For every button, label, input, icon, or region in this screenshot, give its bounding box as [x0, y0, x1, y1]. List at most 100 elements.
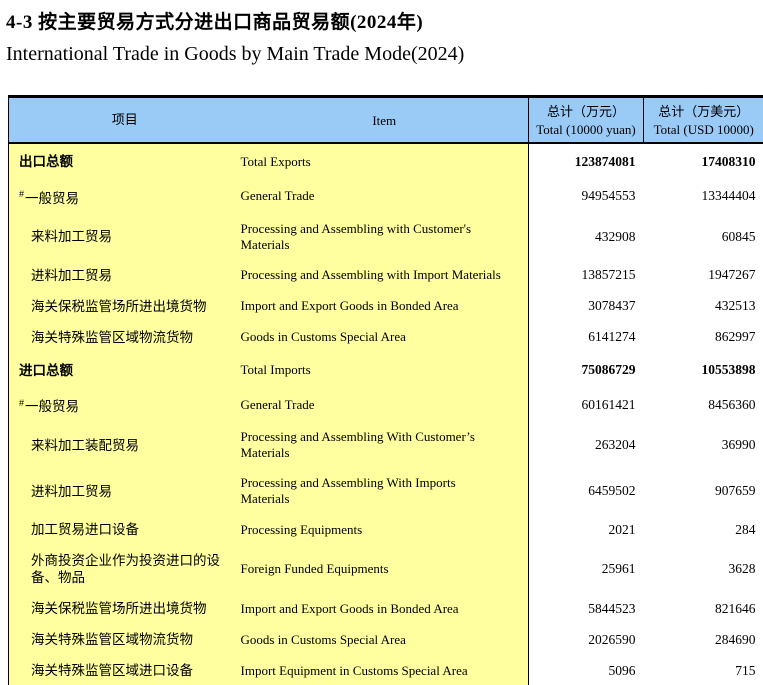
- item-zh-cell: 进料加工贸易: [8, 468, 241, 514]
- item-en-cell: General Trade: [240, 179, 529, 214]
- item-en-label: General Trade: [240, 396, 315, 412]
- table-row: 海关特殊监管区域物流货物 Goods in Customs Special Are…: [8, 321, 763, 353]
- value-usd-cell: 8456360: [643, 387, 763, 422]
- item-en-cell: Processing and Assembling with Customer'…: [240, 213, 529, 260]
- value-yuan-cell: 60161421: [528, 387, 644, 422]
- item-en-label: Import Equipment in Customs Special Area: [240, 662, 468, 678]
- table-row: #一般贸易 General Trade 60161421 8456360: [8, 387, 763, 422]
- value-usd-cell: 432513: [643, 290, 763, 322]
- item-zh-label: 进料加工贸易: [31, 267, 112, 283]
- item-zh-cell: 海关特殊监管区域物流货物: [8, 624, 241, 655]
- item-zh-label: 海关特殊监管区域进口设备: [31, 663, 193, 678]
- item-en-label: Foreign Funded Equipments: [240, 561, 389, 576]
- item-zh-cell: 进料加工贸易: [8, 259, 241, 291]
- col-header-total-usd-zh: 总计（万美元）: [658, 103, 750, 119]
- trade-table: 项目 Item 总计（万元） Total (10000 yuan) 总计（万美元…: [8, 95, 763, 685]
- item-en-cell: Import and Export Goods in Bonded Area: [240, 290, 529, 322]
- value-yuan-cell: 94954553: [528, 179, 644, 214]
- item-en-label: Processing and Assembling with Customer'…: [240, 220, 472, 252]
- value-yuan-cell: 5096: [528, 655, 644, 685]
- item-zh-cell: 外商投资企业作为投资进口的设备、物品: [8, 545, 241, 593]
- item-en-label: Total Imports: [240, 362, 311, 377]
- value-usd-cell: 60845: [643, 213, 763, 260]
- item-zh-cell: 海关保税监管场所进出境货物: [8, 593, 241, 624]
- item-en-label: Processing and Assembling With Customer’…: [240, 429, 475, 460]
- value-yuan-cell: 13857215: [528, 259, 644, 291]
- item-zh-cell: 海关保税监管场所进出境货物: [8, 290, 241, 322]
- page-title-zh: 4-3 按主要贸易方式分进出口商品贸易额(2024年): [6, 12, 424, 33]
- item-zh-cell: 来料加工装配贸易: [8, 422, 241, 468]
- item-en-label: Import and Export Goods in Bonded Area: [240, 600, 459, 616]
- value-yuan-cell: 6459502: [528, 468, 644, 514]
- col-header-total-yuan: 总计（万元） Total (10000 yuan): [528, 96, 644, 144]
- item-en-label: General Trade: [240, 188, 315, 204]
- table-body: 出口总额 Total Exports 123874081 17408310 #一般贸易 G…: [8, 143, 763, 685]
- value-yuan-cell: 432908: [528, 213, 644, 260]
- item-zh-label: 海关特殊监管区域物流货物: [31, 632, 193, 647]
- table-row: 外商投资企业作为投资进口的设备、物品 Foreign Funded Equipme…: [8, 545, 763, 593]
- table-row: 海关特殊监管区域进口设备 Import Equipment in Customs …: [8, 655, 763, 685]
- value-yuan-cell: 123874081: [528, 143, 644, 179]
- item-en-cell: Processing and Assembling With Imports M…: [240, 468, 529, 514]
- col-header-item-zh-label: 项目: [111, 112, 138, 127]
- value-yuan-cell: 75086729: [528, 352, 644, 388]
- value-usd-cell: 907659: [643, 468, 763, 514]
- item-zh-label: 海关特殊监管区域物流货物: [31, 329, 193, 345]
- value-usd-cell: 284690: [643, 624, 763, 655]
- item-zh-label: 一般贸易: [25, 399, 80, 414]
- item-zh-label: 来料加工贸易: [31, 229, 112, 244]
- item-en-cell: Processing Equipments: [240, 514, 529, 545]
- item-zh-label: 出口总额: [19, 154, 73, 169]
- value-usd-cell: 17408310: [643, 143, 763, 179]
- value-usd-cell: 821646: [643, 593, 763, 624]
- item-en-cell: Import Equipment in Customs Special Area: [240, 655, 529, 685]
- item-zh-cell: #一般贸易: [8, 179, 241, 214]
- table-row: 进料加工贸易 Processing and Assembling With Imp…: [8, 468, 763, 514]
- value-yuan-cell: 25961: [528, 545, 644, 593]
- item-en-label: Processing and Assembling with Import Ma…: [240, 267, 501, 282]
- table-row: 进料加工贸易 Processing and Assembling with Imp…: [8, 259, 763, 291]
- value-usd-cell: 715: [643, 655, 763, 685]
- item-zh-cell: #一般贸易: [8, 387, 241, 422]
- col-header-total-yuan-zh: 总计（万元）: [546, 103, 625, 119]
- item-zh-label: 一般贸易: [25, 190, 80, 206]
- col-header-item-en-label: Item: [372, 112, 397, 128]
- table-row: 进口总额 Total Imports 75086729 10553898: [8, 352, 763, 388]
- col-header-total-usd: 总计（万美元） Total (USD 10000): [643, 96, 763, 144]
- item-zh-cell: 进口总额: [8, 352, 241, 388]
- item-en-label: Goods in Customs Special Area: [240, 631, 406, 647]
- item-zh-cell: 加工贸易进口设备: [8, 514, 241, 545]
- value-yuan-cell: 263204: [528, 422, 644, 468]
- value-usd-cell: 284: [643, 514, 763, 545]
- item-en-cell: Import and Export Goods in Bonded Area: [240, 593, 529, 624]
- item-en-label: Total Exports: [240, 153, 311, 169]
- table-row: 海关保税监管场所进出境货物 Import and Export Goods in …: [8, 290, 763, 322]
- item-en-cell: General Trade: [240, 387, 529, 422]
- col-header-item-en: Item: [240, 96, 529, 144]
- value-yuan-cell: 6141274: [528, 321, 644, 353]
- value-yuan-cell: 5844523: [528, 593, 644, 624]
- value-usd-cell: 1947267: [643, 259, 763, 291]
- item-en-cell: Total Imports: [240, 352, 529, 388]
- item-zh-label: 外商投资企业作为投资进口的设备、物品: [31, 553, 220, 585]
- value-usd-cell: 3628: [643, 545, 763, 593]
- item-en-cell: Total Exports: [240, 143, 529, 179]
- item-en-cell: Goods in Customs Special Area: [240, 321, 529, 353]
- value-yuan-cell: 3078437: [528, 290, 644, 322]
- page-title-en: International Trade in Goods by Main Tra…: [6, 43, 465, 65]
- item-en-cell: Processing and Assembling with Import Ma…: [240, 259, 529, 291]
- value-usd-cell: 10553898: [643, 352, 763, 388]
- col-header-total-yuan-en: Total (10000 yuan): [536, 121, 636, 137]
- col-header-item-zh: 项目: [8, 96, 241, 144]
- table-row: 出口总额 Total Exports 123874081 17408310: [8, 143, 763, 179]
- item-en-label: Goods in Customs Special Area: [240, 329, 406, 344]
- item-zh-cell: 出口总额: [8, 143, 241, 179]
- value-yuan-cell: 2026590: [528, 624, 644, 655]
- item-zh-cell: 海关特殊监管区域进口设备: [8, 655, 241, 685]
- value-usd-cell: 36990: [643, 422, 763, 468]
- col-header-total-usd-en: Total (USD 10000): [653, 121, 754, 137]
- hash-mark: #: [19, 189, 25, 199]
- item-en-label: Processing Equipments: [240, 521, 363, 537]
- item-zh-label: 海关保税监管场所进出境货物: [31, 601, 207, 616]
